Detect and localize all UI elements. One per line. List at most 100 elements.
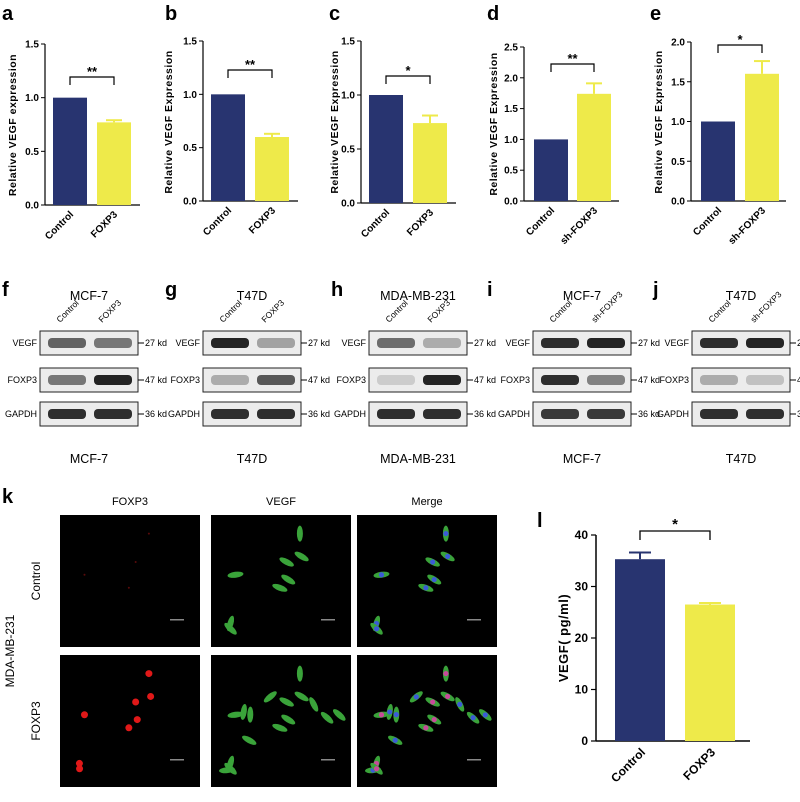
significance-bracket — [385, 75, 431, 84]
cell-green — [281, 714, 296, 725]
band — [587, 409, 625, 419]
bar-sh-foxp3 — [745, 73, 779, 201]
y-axis-label: Relative VEGF Expression — [163, 50, 175, 193]
panel-label: e — [650, 3, 661, 25]
nucleus-merge — [431, 576, 437, 583]
band — [541, 375, 579, 385]
band — [541, 338, 579, 348]
y-axis-label: Relative VEGF expression — [7, 54, 19, 196]
band — [48, 338, 86, 348]
panel-label: i — [487, 279, 493, 301]
size-marker: 47 kd — [308, 375, 330, 385]
y-tick-label: 1.5 — [671, 77, 685, 88]
panel-label: b — [165, 3, 177, 25]
band — [211, 409, 249, 419]
band — [587, 338, 625, 348]
cell-green — [296, 665, 303, 682]
nucleus-merge — [443, 670, 449, 677]
y-tick-label: 1.5 — [25, 40, 39, 51]
nucleus-red — [145, 670, 153, 678]
category-label: FOXP3 — [405, 207, 436, 238]
band — [541, 409, 579, 419]
scale-bar — [170, 619, 184, 621]
cell-green — [294, 551, 309, 562]
size-marker: 47 kd — [797, 375, 800, 385]
nucleus-merge — [443, 530, 449, 537]
y-tick-label: 20 — [575, 631, 589, 645]
chart-a: a 0.0 0.5 1.0 1.5 Relative VEGF expression Con… — [2, 3, 140, 242]
scale-bar — [321, 619, 335, 621]
scale-bar — [170, 759, 184, 761]
cell-green — [272, 723, 288, 732]
panel-label: c — [329, 3, 340, 25]
lane-label-control: Control — [706, 298, 733, 325]
cell-green — [242, 735, 257, 745]
y-tick-label: 0.0 — [183, 197, 197, 208]
band — [94, 409, 132, 419]
panel-label: a — [2, 3, 14, 25]
y-tick-label: 1.0 — [25, 93, 39, 104]
size-marker: 27 kd — [308, 338, 330, 348]
cell-line-title: MDA-MB-231 — [380, 289, 456, 303]
nucleus-merge — [373, 626, 380, 632]
size-marker: 47 kd — [145, 375, 167, 385]
row-label-foxp3: FOXP3 — [7, 375, 37, 385]
category-label: FOXP3 — [89, 209, 120, 240]
row-label-vegf: VEGF — [664, 338, 689, 348]
band — [700, 375, 738, 385]
y-tick-label: 1.0 — [504, 135, 518, 146]
size-marker: 36 kd — [145, 409, 167, 419]
micrograph-background — [60, 655, 200, 787]
y-tick-label: 1.0 — [671, 117, 685, 128]
size-marker: 36 kd — [797, 409, 800, 419]
row-label-gapdh: GAPDH — [168, 409, 200, 419]
cell-line-caption: MCF-7 — [563, 452, 601, 466]
cell-green — [296, 525, 303, 542]
cell-line-title: T47D — [237, 289, 268, 303]
y-tick-label: 10 — [575, 683, 589, 697]
nucleus-merge — [430, 559, 436, 565]
y-axis-label: Relative VEGF Expression — [488, 52, 500, 195]
nucleus-merge — [470, 715, 476, 721]
y-tick-label: 40 — [575, 528, 589, 542]
row-label-foxp3: FOXP3 — [170, 375, 200, 385]
band — [257, 409, 295, 419]
chart-e: e 0.0 0.5 1.0 1.5 2.0 Relative VEGF Expression… — [650, 3, 786, 247]
elisa-bar-chart: l 0 10 20 30 40 VEGF( pg/ml) Control FOXP3 * — [537, 510, 750, 785]
significance-bracket — [717, 44, 763, 53]
category-label: sh-FOXP3 — [559, 205, 601, 247]
y-tick-label: 0.5 — [341, 145, 355, 156]
row-label-foxp3: FOXP3 — [336, 375, 366, 385]
category-label: Control — [201, 205, 234, 238]
size-marker: 27 kd — [797, 338, 800, 348]
size-marker: 47 kd — [638, 375, 660, 385]
band — [700, 409, 738, 419]
column-header-foxp3: FOXP3 — [112, 496, 148, 508]
row-label-gapdh: GAPDH — [498, 409, 530, 419]
y-tick-label: 1.0 — [183, 90, 197, 101]
cell-line-caption: MCF-7 — [70, 452, 108, 466]
band — [746, 409, 784, 419]
significance-bracket — [550, 63, 595, 72]
y-tick-label: 1.5 — [504, 104, 518, 115]
category-label: Control — [524, 205, 557, 238]
band — [257, 338, 295, 348]
nucleus-merge — [445, 553, 451, 560]
scale-bar — [467, 619, 481, 621]
row-label-vegf: VEGF — [12, 338, 37, 348]
category-label: Control — [691, 205, 724, 238]
micrograph-background — [211, 515, 351, 647]
lane-label-control: Control — [547, 298, 574, 325]
row-label-gapdh: GAPDH — [657, 409, 689, 419]
nucleus-merge — [430, 699, 436, 705]
category-label: FOXP3 — [247, 205, 278, 236]
chart-b: b 0.0 0.5 1.0 1.5 Relative VEGF Expression Con… — [163, 3, 298, 238]
cell-line-title: T47D — [726, 289, 757, 303]
nucleus-merge — [413, 694, 419, 700]
y-tick-label: 0.0 — [341, 199, 355, 210]
y-tick-label: 0.5 — [25, 147, 39, 158]
band — [48, 375, 86, 385]
